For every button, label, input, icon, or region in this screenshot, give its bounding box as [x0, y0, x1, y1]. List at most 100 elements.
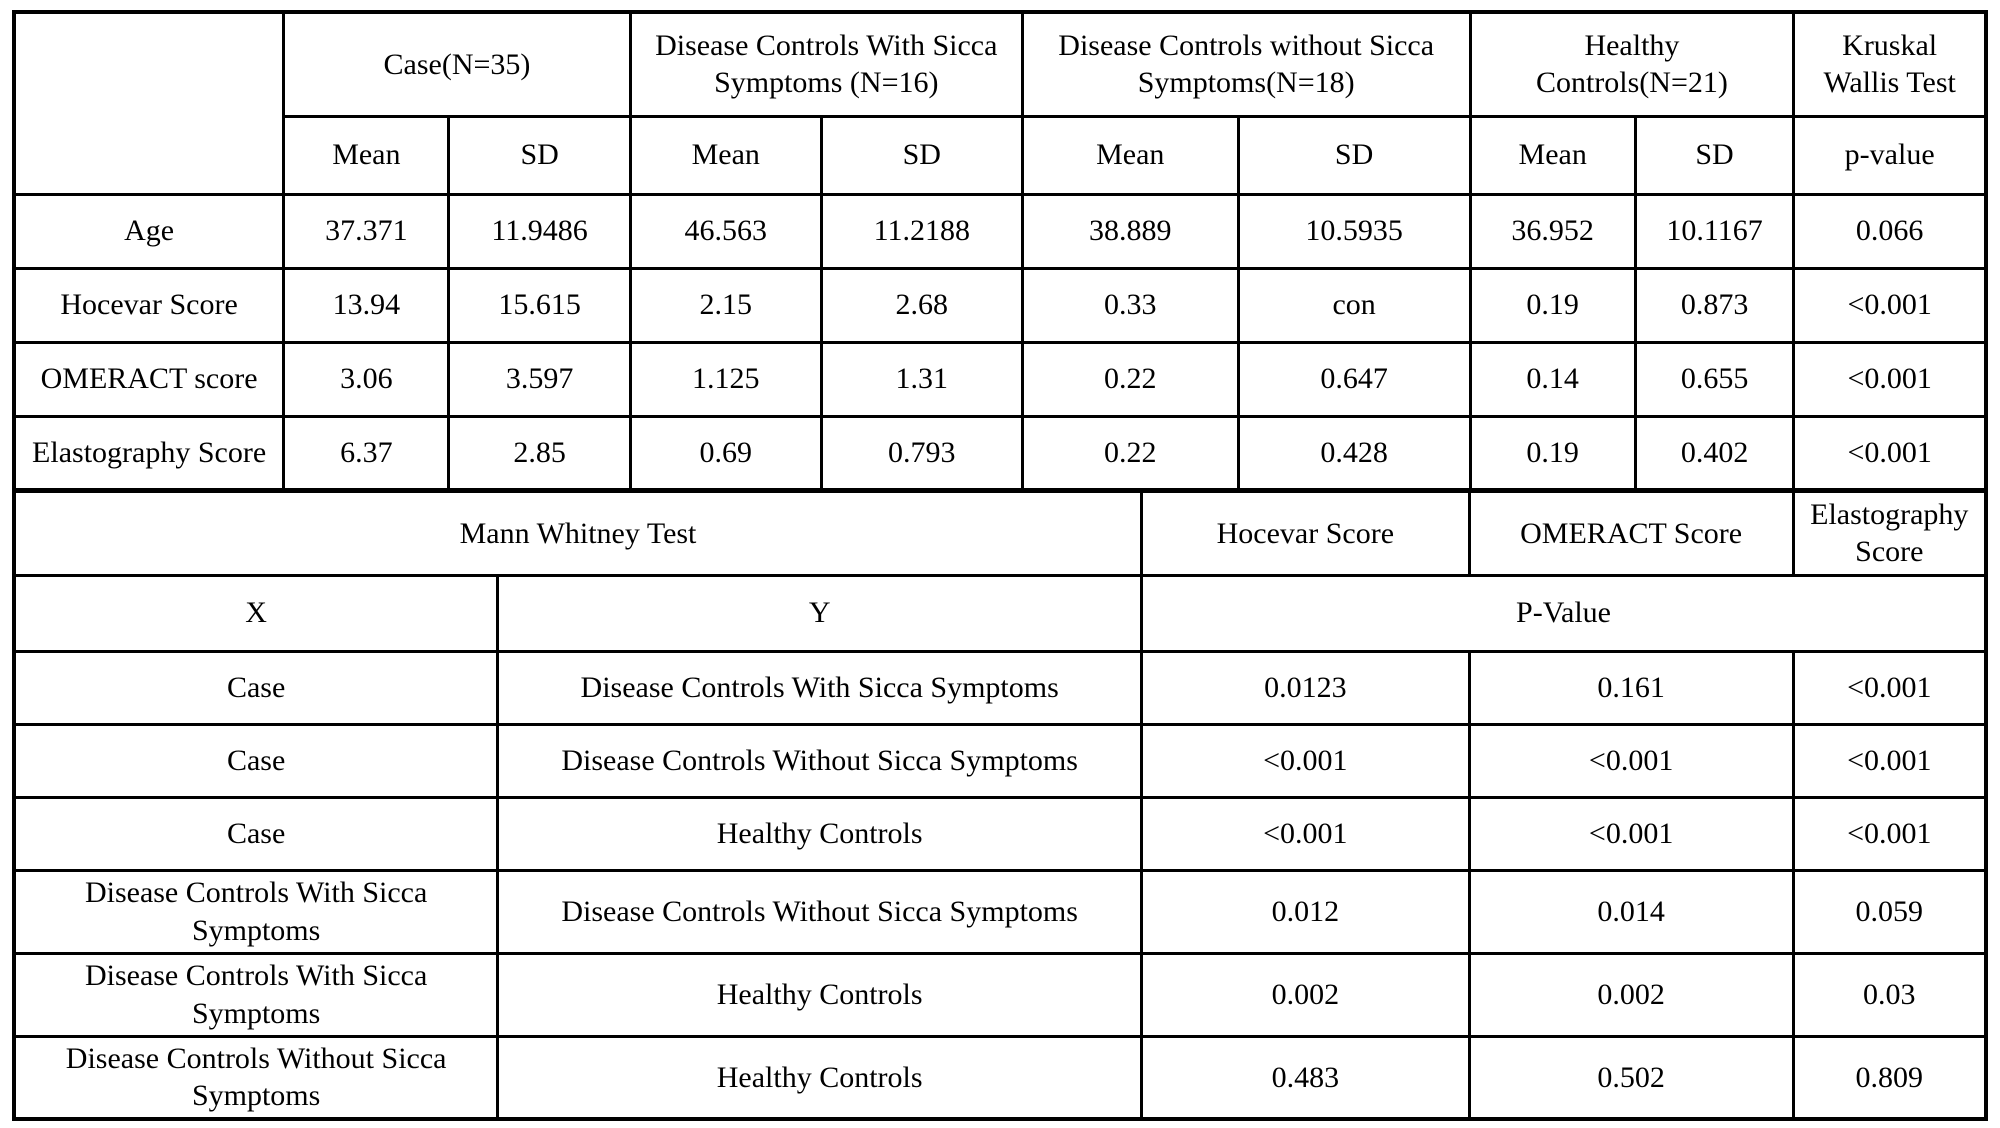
cell-value: 1.31: [819, 340, 1024, 418]
table-row-omeract: OMERACT score 3.06 3.597 1.125 1.31 0.22…: [12, 340, 1988, 418]
mw-p-cell: 0.161: [1467, 649, 1795, 726]
mw-p-cell: 0.483: [1140, 1034, 1471, 1121]
cell-value: 38.889: [1020, 192, 1240, 270]
cell-value: 3.597: [447, 340, 632, 418]
mw-x-cell-label: Disease Controls With Sicca Symptoms: [84, 959, 428, 1030]
mw-header-row: Mann Whitney Test Hocevar Score OMERACT …: [12, 489, 1988, 577]
cell-value: 0.873: [1633, 266, 1796, 344]
mw-y-cell: Healthy Controls: [496, 795, 1144, 872]
subheader-sd: SD: [1633, 114, 1796, 196]
cell-value: 11.9486: [447, 192, 632, 270]
subheader-sd: SD: [1236, 114, 1472, 196]
mw-p-cell: 0.059: [1791, 868, 1988, 955]
mw-title: Mann Whitney Test: [12, 489, 1144, 577]
cell-value: 0.69: [628, 414, 823, 492]
mw-table-row: Case Disease Controls Without Sicca Symp…: [12, 722, 1988, 799]
cell-value: 2.68: [819, 266, 1024, 344]
cell-p-value: <0.001: [1792, 414, 1988, 492]
cell-value: 10.1167: [1633, 192, 1796, 270]
mw-col-header-hocevar: Hocevar Score: [1140, 489, 1471, 577]
mw-p-cell: <0.001: [1140, 795, 1471, 872]
mw-col-header-elastography: Elastography Score: [1791, 489, 1988, 577]
group-header-case: Case(N=35): [282, 10, 632, 118]
row-label: Elastography Score: [12, 414, 286, 492]
row-label: Age: [12, 192, 286, 270]
mw-p-cell: <0.001: [1791, 722, 1988, 799]
mw-p-cell: 0.809: [1791, 1034, 1988, 1121]
cell-value: 0.19: [1468, 414, 1637, 492]
subheader-sd: SD: [447, 114, 632, 196]
mw-y-cell: Healthy Controls: [496, 1034, 1144, 1121]
subheader-mean: Mean: [282, 114, 451, 196]
group-header-dc-without-sicca: Disease Controls without Sicca Symptoms(…: [1020, 10, 1472, 118]
mw-y-cell: Disease Controls With Sicca Symptoms: [496, 649, 1144, 726]
mw-y-cell: Healthy Controls: [496, 951, 1144, 1038]
mw-pvalue-header: P-Value: [1140, 573, 1988, 653]
cell-value: 0.647: [1236, 340, 1472, 418]
cell-value: con: [1236, 266, 1472, 344]
cell-value: 0.428: [1236, 414, 1472, 492]
cell-p-value: <0.001: [1792, 266, 1988, 344]
group-header-healthy-controls-label: Healthy Controls(N=21): [1535, 28, 1728, 100]
row-label: Hocevar Score: [12, 266, 286, 344]
cell-value: 2.85: [447, 414, 632, 492]
cell-value: 10.5935: [1236, 192, 1472, 270]
mw-x-header: X: [12, 573, 500, 653]
mw-table-row: Case Disease Controls With Sicca Symptom…: [12, 649, 1988, 726]
mw-x-cell: Case: [12, 649, 500, 726]
mw-p-cell: <0.001: [1791, 795, 1988, 872]
cell-value: 37.371: [282, 192, 451, 270]
mw-x-cell: Disease Controls With Sicca Symptoms: [12, 951, 500, 1038]
mw-table-row: Disease Controls With Sicca Symptoms Hea…: [12, 951, 1988, 1038]
mw-x-cell: Disease Controls Without Sicca Symptoms: [12, 1034, 500, 1121]
mw-p-cell: 0.502: [1467, 1034, 1795, 1121]
cell-value: 0.33: [1020, 266, 1240, 344]
cell-value: 46.563: [628, 192, 823, 270]
cell-value: 11.2188: [819, 192, 1024, 270]
mw-x-cell: Case: [12, 722, 500, 799]
mw-p-cell: 0.002: [1467, 951, 1795, 1038]
mw-y-header: Y: [496, 573, 1144, 653]
cell-value: 6.37: [282, 414, 451, 492]
cell-value: 3.06: [282, 340, 451, 418]
corner-cell: [12, 10, 286, 196]
subheader-mean: Mean: [1468, 114, 1637, 196]
mw-x-cell: Disease Controls With Sicca Symptoms: [12, 868, 500, 955]
mw-p-cell: <0.001: [1467, 722, 1795, 799]
cell-value: 0.22: [1020, 414, 1240, 492]
cell-value: 0.14: [1468, 340, 1637, 418]
table-row-age: Age 37.371 11.9486 46.563 11.2188 38.889…: [12, 192, 1988, 270]
cell-p-value: 0.066: [1792, 192, 1988, 270]
mw-y-cell: Disease Controls Without Sicca Symptoms: [496, 722, 1144, 799]
mw-col-header-omeract: OMERACT Score: [1467, 489, 1795, 577]
mw-p-cell: 0.0123: [1140, 649, 1471, 726]
row-label: OMERACT score: [12, 340, 286, 418]
subheader-sd: SD: [819, 114, 1024, 196]
cell-value: 36.952: [1468, 192, 1637, 270]
mw-x-cell: Case: [12, 795, 500, 872]
mw-p-cell: 0.014: [1467, 868, 1795, 955]
mw-table-row: Disease Controls Without Sicca Symptoms …: [12, 1034, 1988, 1121]
mw-p-cell: 0.03: [1791, 951, 1988, 1038]
cell-value: 13.94: [282, 266, 451, 344]
mw-y-cell: Disease Controls Without Sicca Symptoms: [496, 868, 1144, 955]
mann-whitney-table: Mann Whitney Test Hocevar Score OMERACT …: [12, 489, 1988, 1121]
mw-p-cell: <0.001: [1467, 795, 1795, 872]
cell-value: 1.125: [628, 340, 823, 418]
subheader-mean: Mean: [1020, 114, 1240, 196]
group-header-healthy-controls: Healthy Controls(N=21): [1468, 10, 1796, 118]
table-row-hocevar: Hocevar Score 13.94 15.615 2.15 2.68 0.3…: [12, 266, 1988, 344]
mw-table-row: Disease Controls With Sicca Symptoms Dis…: [12, 868, 1988, 955]
subheader-mean: Mean: [628, 114, 823, 196]
kruskal-wallis-table: Case(N=35) Disease Controls With Sicca S…: [12, 10, 1988, 492]
cell-value: 0.19: [1468, 266, 1637, 344]
cell-value: 0.793: [819, 414, 1024, 492]
group-header-row: Case(N=35) Disease Controls With Sicca S…: [12, 10, 1988, 196]
group-header-kruskal-wallis: Kruskal Wallis Test: [1792, 10, 1988, 118]
mw-p-cell: 0.012: [1140, 868, 1471, 955]
cell-value: 2.15: [628, 266, 823, 344]
subheader-p-value: p-value: [1792, 114, 1988, 196]
table-row-elastography: Elastography Score 6.37 2.85 0.69 0.793 …: [12, 414, 1988, 492]
mw-xy-header-row: X Y P-Value: [12, 573, 1988, 653]
